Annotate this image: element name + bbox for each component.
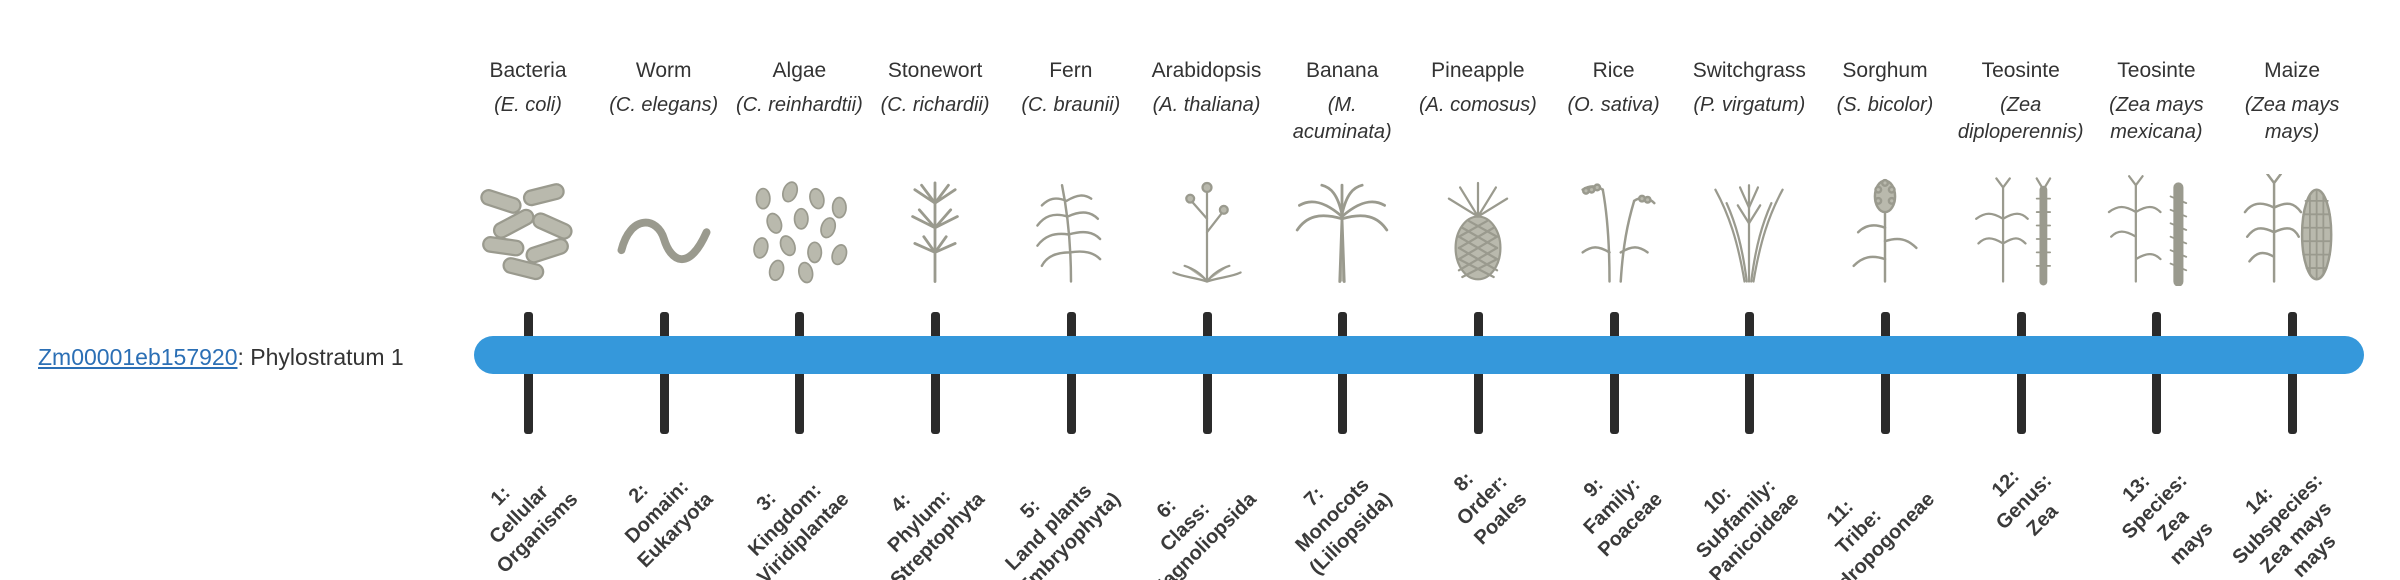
organism-name: Worm xyxy=(635,59,692,82)
pineapple-icon xyxy=(1393,168,1563,286)
fern-icon xyxy=(986,168,1156,286)
organism-column: Maize (Zea mays mays) 14: Subspecies: Zea … xyxy=(2207,0,2377,580)
phylostratum-label: 14: Subspecies: Zea mays mays xyxy=(2228,469,2341,580)
organism-name: Teosinte xyxy=(2117,59,2196,82)
phylostratum-label: 12: Genus: Zea xyxy=(1987,465,2063,541)
organism-name: Fern xyxy=(1049,59,1093,82)
sorghum-icon xyxy=(1800,168,1970,286)
phylostratum-label: 4: Phylum: Streptophyta xyxy=(883,485,989,580)
organism-scientific-name: (C. richardii) xyxy=(880,94,990,116)
organism-scientific-name: (S. bicolor) xyxy=(1836,94,1934,116)
organism-scientific-name: (E. coli) xyxy=(494,94,562,116)
phylostratum-text: : Phylostratum 1 xyxy=(237,344,404,370)
organism-name: Stonewort xyxy=(887,59,983,82)
timeline-bar xyxy=(474,336,2364,374)
stonewort-icon xyxy=(850,168,1020,286)
organism-scientific-name: (A. thaliana) xyxy=(1152,94,1261,116)
phylostratum-label: 5: Land plants (Embryophyta) xyxy=(1001,480,1125,580)
switchgrass-icon xyxy=(1664,168,1834,286)
organism-column: Teosinte (Zea mays mexicana) 13: Species: … xyxy=(2071,0,2241,580)
phylostratum-label: 2: Domain: Eukaryota xyxy=(621,475,718,573)
phylostratum-label: 6: Class: Magnoliopsida xyxy=(1145,488,1261,580)
phylostratum-label: 1: Cellular Organisms xyxy=(484,480,582,578)
organism-name: Bacteria xyxy=(489,59,567,82)
organism-name: Maize xyxy=(2264,59,2321,82)
phylostratum-label: 9: Family: Poaceae xyxy=(1579,473,1668,562)
phylostratum-label: 3: Kingdom: Viridiplantae xyxy=(743,479,854,580)
teosinte-icon xyxy=(1936,168,2106,286)
organism-name: Algae xyxy=(772,59,827,82)
organism-name: Pineapple xyxy=(1431,59,1525,82)
organism-scientific-name: (C. braunii) xyxy=(1021,94,1121,116)
organism-scientific-name: (Zea mays mays) xyxy=(2244,94,2340,143)
maize-icon xyxy=(2207,168,2377,286)
algae-icon xyxy=(714,168,884,286)
organism-scientific-name: (Zea mays mexicana) xyxy=(2109,94,2204,143)
banana-icon xyxy=(1257,168,1427,286)
gene-label: Zm00001eb157920: Phylostratum 1 xyxy=(38,344,404,371)
arabidopsis-icon xyxy=(1122,168,1292,286)
organism-name: Teosinte xyxy=(1981,59,2060,82)
worm-icon xyxy=(579,168,749,286)
organism-column: Algae (C. reinhardtii) 3: Kingdom: Viridi… xyxy=(714,0,884,580)
organism-name: Arabidopsis xyxy=(1151,59,1262,82)
organism-scientific-name: (C. elegans) xyxy=(609,94,719,116)
organism-name: Switchgrass xyxy=(1692,59,1806,82)
organism-name: Rice xyxy=(1592,59,1635,82)
organism-scientific-name: (P. virgatum) xyxy=(1693,94,1806,116)
gene-id-link[interactable]: Zm00001eb157920 xyxy=(38,344,238,370)
phylostratum-label: 8: Order: Poales xyxy=(1450,467,1532,550)
phylostratum-label: 7: Monocots (Liliopsida) xyxy=(1290,474,1396,580)
organism-scientific-name: (C. reinhardtii) xyxy=(736,94,863,116)
organism-scientific-name: (Zea diploperennis) xyxy=(1957,94,2084,143)
organism-name: Sorghum xyxy=(1842,59,1928,82)
organism-name: Banana xyxy=(1305,59,1379,82)
organism-column: Sorghum (S. bicolor) 11: Tribe: Andropogon… xyxy=(1800,0,1970,580)
phylostratum-label: 11: Tribe: Andropogoneae xyxy=(1814,488,1939,580)
organism-scientific-name: (O. sativa) xyxy=(1567,94,1660,116)
organism-scientific-name: (M. acuminata) xyxy=(1292,94,1392,143)
teosinte2-icon xyxy=(2071,168,2241,286)
organism-scientific-name: (A. comosus) xyxy=(1418,94,1537,116)
rice-icon xyxy=(1529,168,1699,286)
bacteria-icon xyxy=(443,168,613,286)
